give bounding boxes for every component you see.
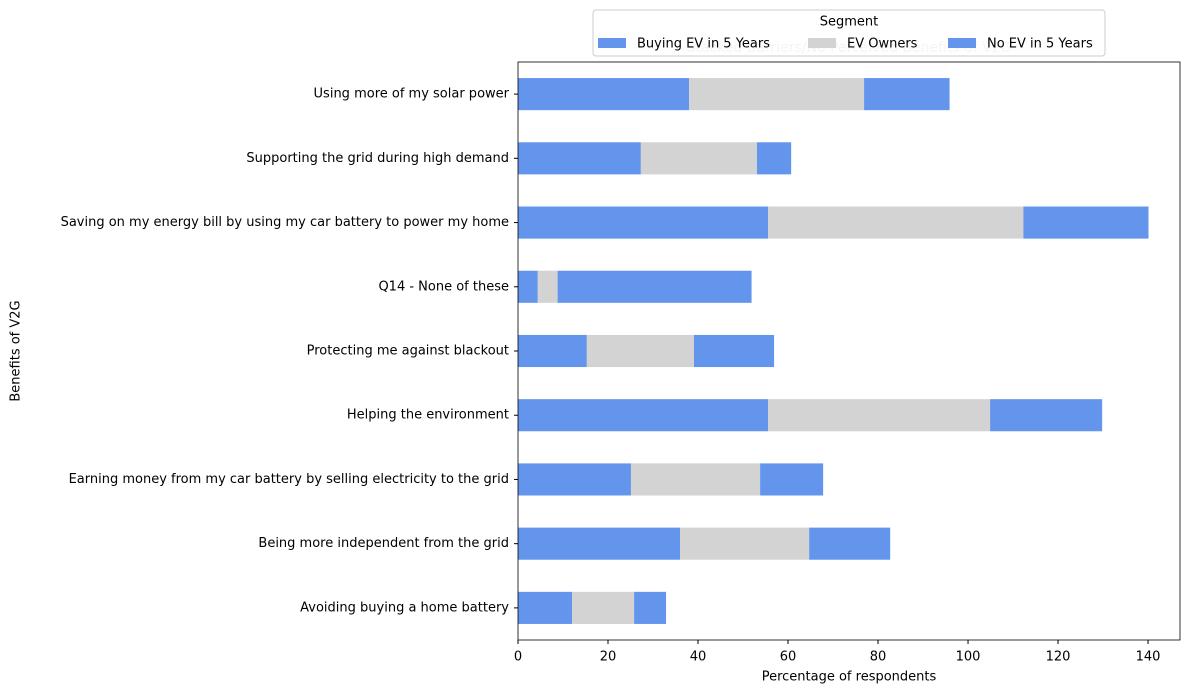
plot-frame (517, 61, 1181, 641)
legend-swatch (948, 38, 976, 48)
x-tick-label: 20 (600, 650, 617, 665)
y-tick-label: Protecting me against blackout (307, 344, 509, 359)
x-tick-label: 80 (870, 650, 887, 665)
bar-segment (768, 206, 1024, 239)
x-tick-label: 0 (514, 650, 522, 665)
y-tick-label: Being more independent from the grid (258, 536, 509, 551)
legend-label: No EV in 5 Years (987, 37, 1093, 52)
bar-segment (518, 270, 538, 303)
bar-segment (518, 78, 690, 111)
bar-segment (518, 206, 769, 239)
bar-segment (518, 399, 769, 432)
bar-segment (586, 334, 694, 368)
x-tick-label: 140 (1136, 650, 1161, 665)
bar-segment (518, 463, 631, 496)
bar-segment (640, 142, 757, 175)
x-tick-label: 40 (690, 650, 707, 665)
x-tick-label: 120 (1046, 650, 1071, 665)
legend: Segment Buying EV in 5 Years EV Owners No E… (592, 9, 1106, 57)
bar-segment (572, 591, 635, 624)
legend-label: Buying EV in 5 Years (637, 37, 770, 52)
legend-label: EV Owners (847, 37, 918, 52)
legend-swatch (808, 38, 836, 48)
bar-segment (768, 399, 991, 432)
x-tick-label: 100 (956, 650, 981, 665)
y-tick-label: Supporting the grid during high demand (246, 151, 509, 166)
y-tick-label: Q14 - None of these (378, 279, 509, 294)
bar-segment (518, 527, 681, 560)
bar-segment (634, 591, 667, 624)
y-tick-label: Saving on my energy bill by using my car… (61, 215, 509, 230)
x-tick-label: 60 (780, 650, 797, 665)
bar-segment (1023, 206, 1149, 239)
y-tick-label: Using more of my solar power (314, 87, 510, 102)
bar-segment (693, 334, 775, 368)
y-tick-label: Avoiding buying a home battery (300, 600, 509, 615)
bar-segment (990, 399, 1103, 432)
y-tick-label: Earning money from my car battery by sel… (69, 472, 509, 487)
y-axis-label: Benefits of V2G (9, 300, 24, 401)
bar-segment (756, 142, 792, 175)
legend-title: Segment (820, 15, 879, 30)
bar-segment (809, 527, 891, 560)
legend-swatch (598, 38, 626, 48)
bar-segment (518, 142, 641, 175)
bar-segment (864, 78, 950, 111)
bar-segment (518, 334, 587, 368)
bar-segment (760, 463, 824, 496)
bar-segment (557, 270, 752, 303)
bar-segment (537, 270, 558, 303)
legend-box (592, 9, 1106, 57)
x-axis-label: Percentage of respondents (762, 670, 937, 685)
bar-segment (680, 527, 810, 560)
bar-segment (518, 591, 573, 624)
bar-segment (689, 78, 865, 111)
y-tick-label: Helping the environment (347, 408, 509, 423)
bar-segment (630, 463, 761, 496)
